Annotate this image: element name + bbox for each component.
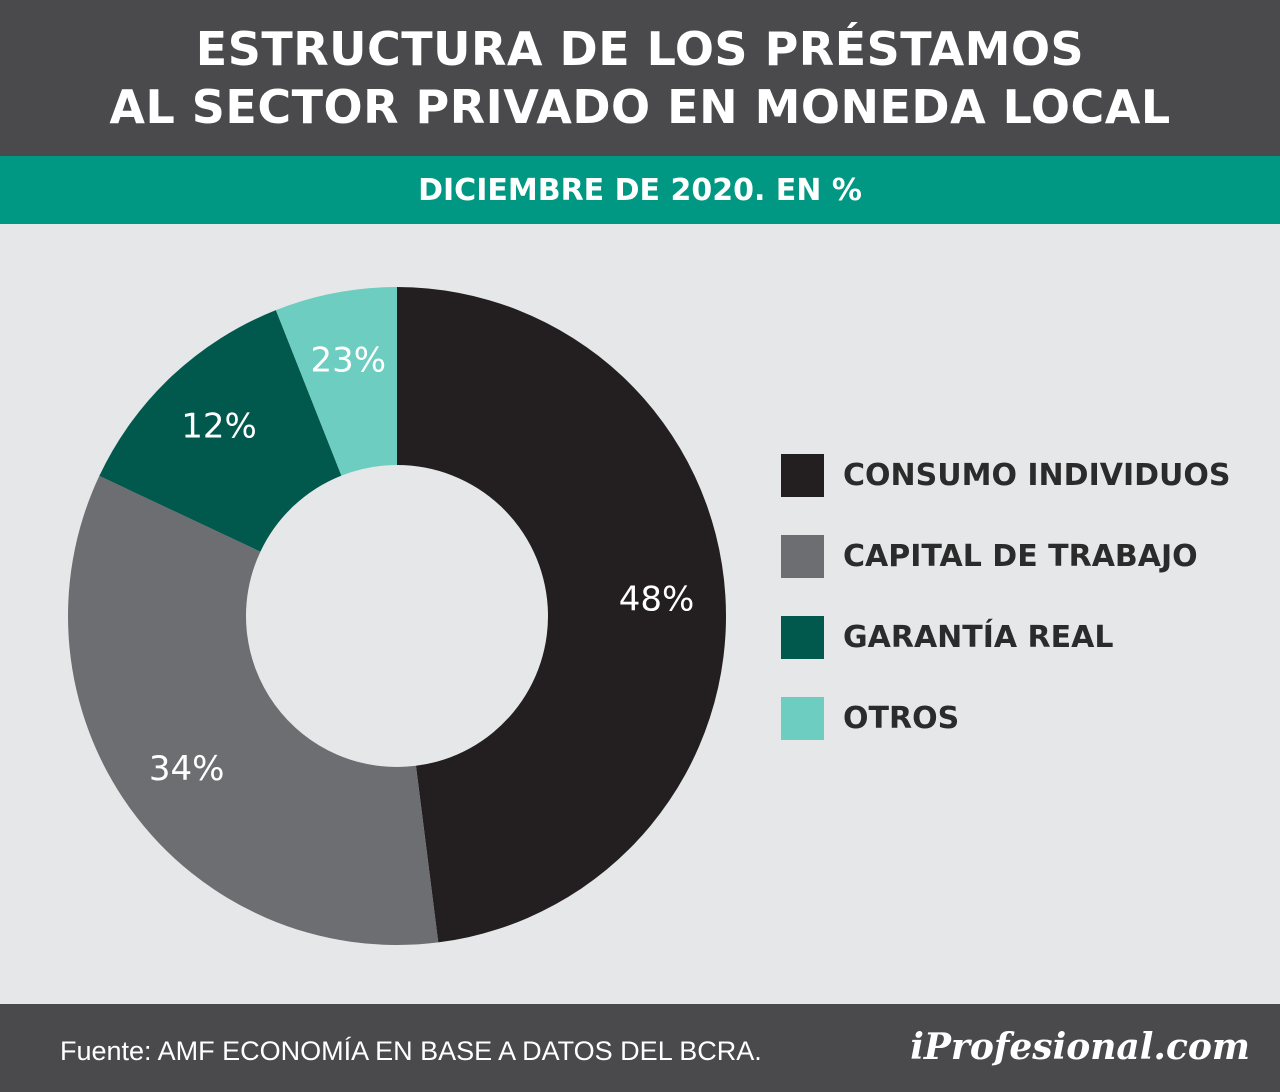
legend-swatch bbox=[781, 534, 824, 578]
chart-title-line-1: ESTRUCTURA DE LOS PRÉSTAMOS bbox=[195, 22, 1085, 76]
legend-swatch bbox=[781, 453, 824, 497]
donut-slice-1 bbox=[67, 475, 439, 945]
legend-label: CAPITAL DE TRABAJO bbox=[843, 538, 1198, 574]
slice-label-3: 23% bbox=[310, 341, 386, 381]
footer-bar: Fuente: AMF ECONOMÍA EN BASE A DATOS DEL… bbox=[0, 1004, 1280, 1092]
legend-item-1: CAPITAL DE TRABAJO bbox=[781, 534, 1230, 578]
donut-chart: 48% 34% 12% 23% bbox=[67, 287, 727, 945]
brand-logo: iProfesional.com bbox=[910, 1026, 1250, 1068]
legend-swatch bbox=[781, 615, 824, 659]
donut-slice-3 bbox=[275, 287, 397, 476]
source-note: Fuente: AMF ECONOMÍA EN BASE A DATOS DEL… bbox=[60, 1036, 762, 1066]
donut-slice-0 bbox=[397, 287, 727, 943]
legend-label: OTROS bbox=[843, 700, 960, 736]
donut-slice-2 bbox=[99, 310, 342, 552]
chart-area: 48% 34% 12% 23% bbox=[0, 224, 1280, 1004]
slice-label-2: 12% bbox=[181, 406, 257, 446]
legend-label: CONSUMO INDIVIDUOS bbox=[843, 457, 1231, 493]
legend-label: GARANTÍA REAL bbox=[843, 619, 1114, 655]
legend-swatch bbox=[781, 696, 824, 740]
slice-label-1: 34% bbox=[149, 749, 225, 789]
legend-item-0: CONSUMO INDIVIDUOS bbox=[781, 453, 1230, 497]
legend-item-3: OTROS bbox=[781, 696, 1230, 740]
header-banner: ESTRUCTURA DE LOS PRÉSTAMOS AL SECTOR PR… bbox=[0, 0, 1280, 156]
chart-subtitle: DICIEMBRE DE 2020. EN % bbox=[0, 156, 1280, 224]
legend-item-2: GARANTÍA REAL bbox=[781, 615, 1230, 659]
chart-title-line-2: AL SECTOR PRIVADO EN MONEDA LOCAL bbox=[109, 80, 1171, 134]
slice-label-0: 48% bbox=[619, 580, 695, 620]
legend: CONSUMO INDIVIDUOS CAPITAL DE TRABAJO GARA… bbox=[781, 453, 1230, 777]
